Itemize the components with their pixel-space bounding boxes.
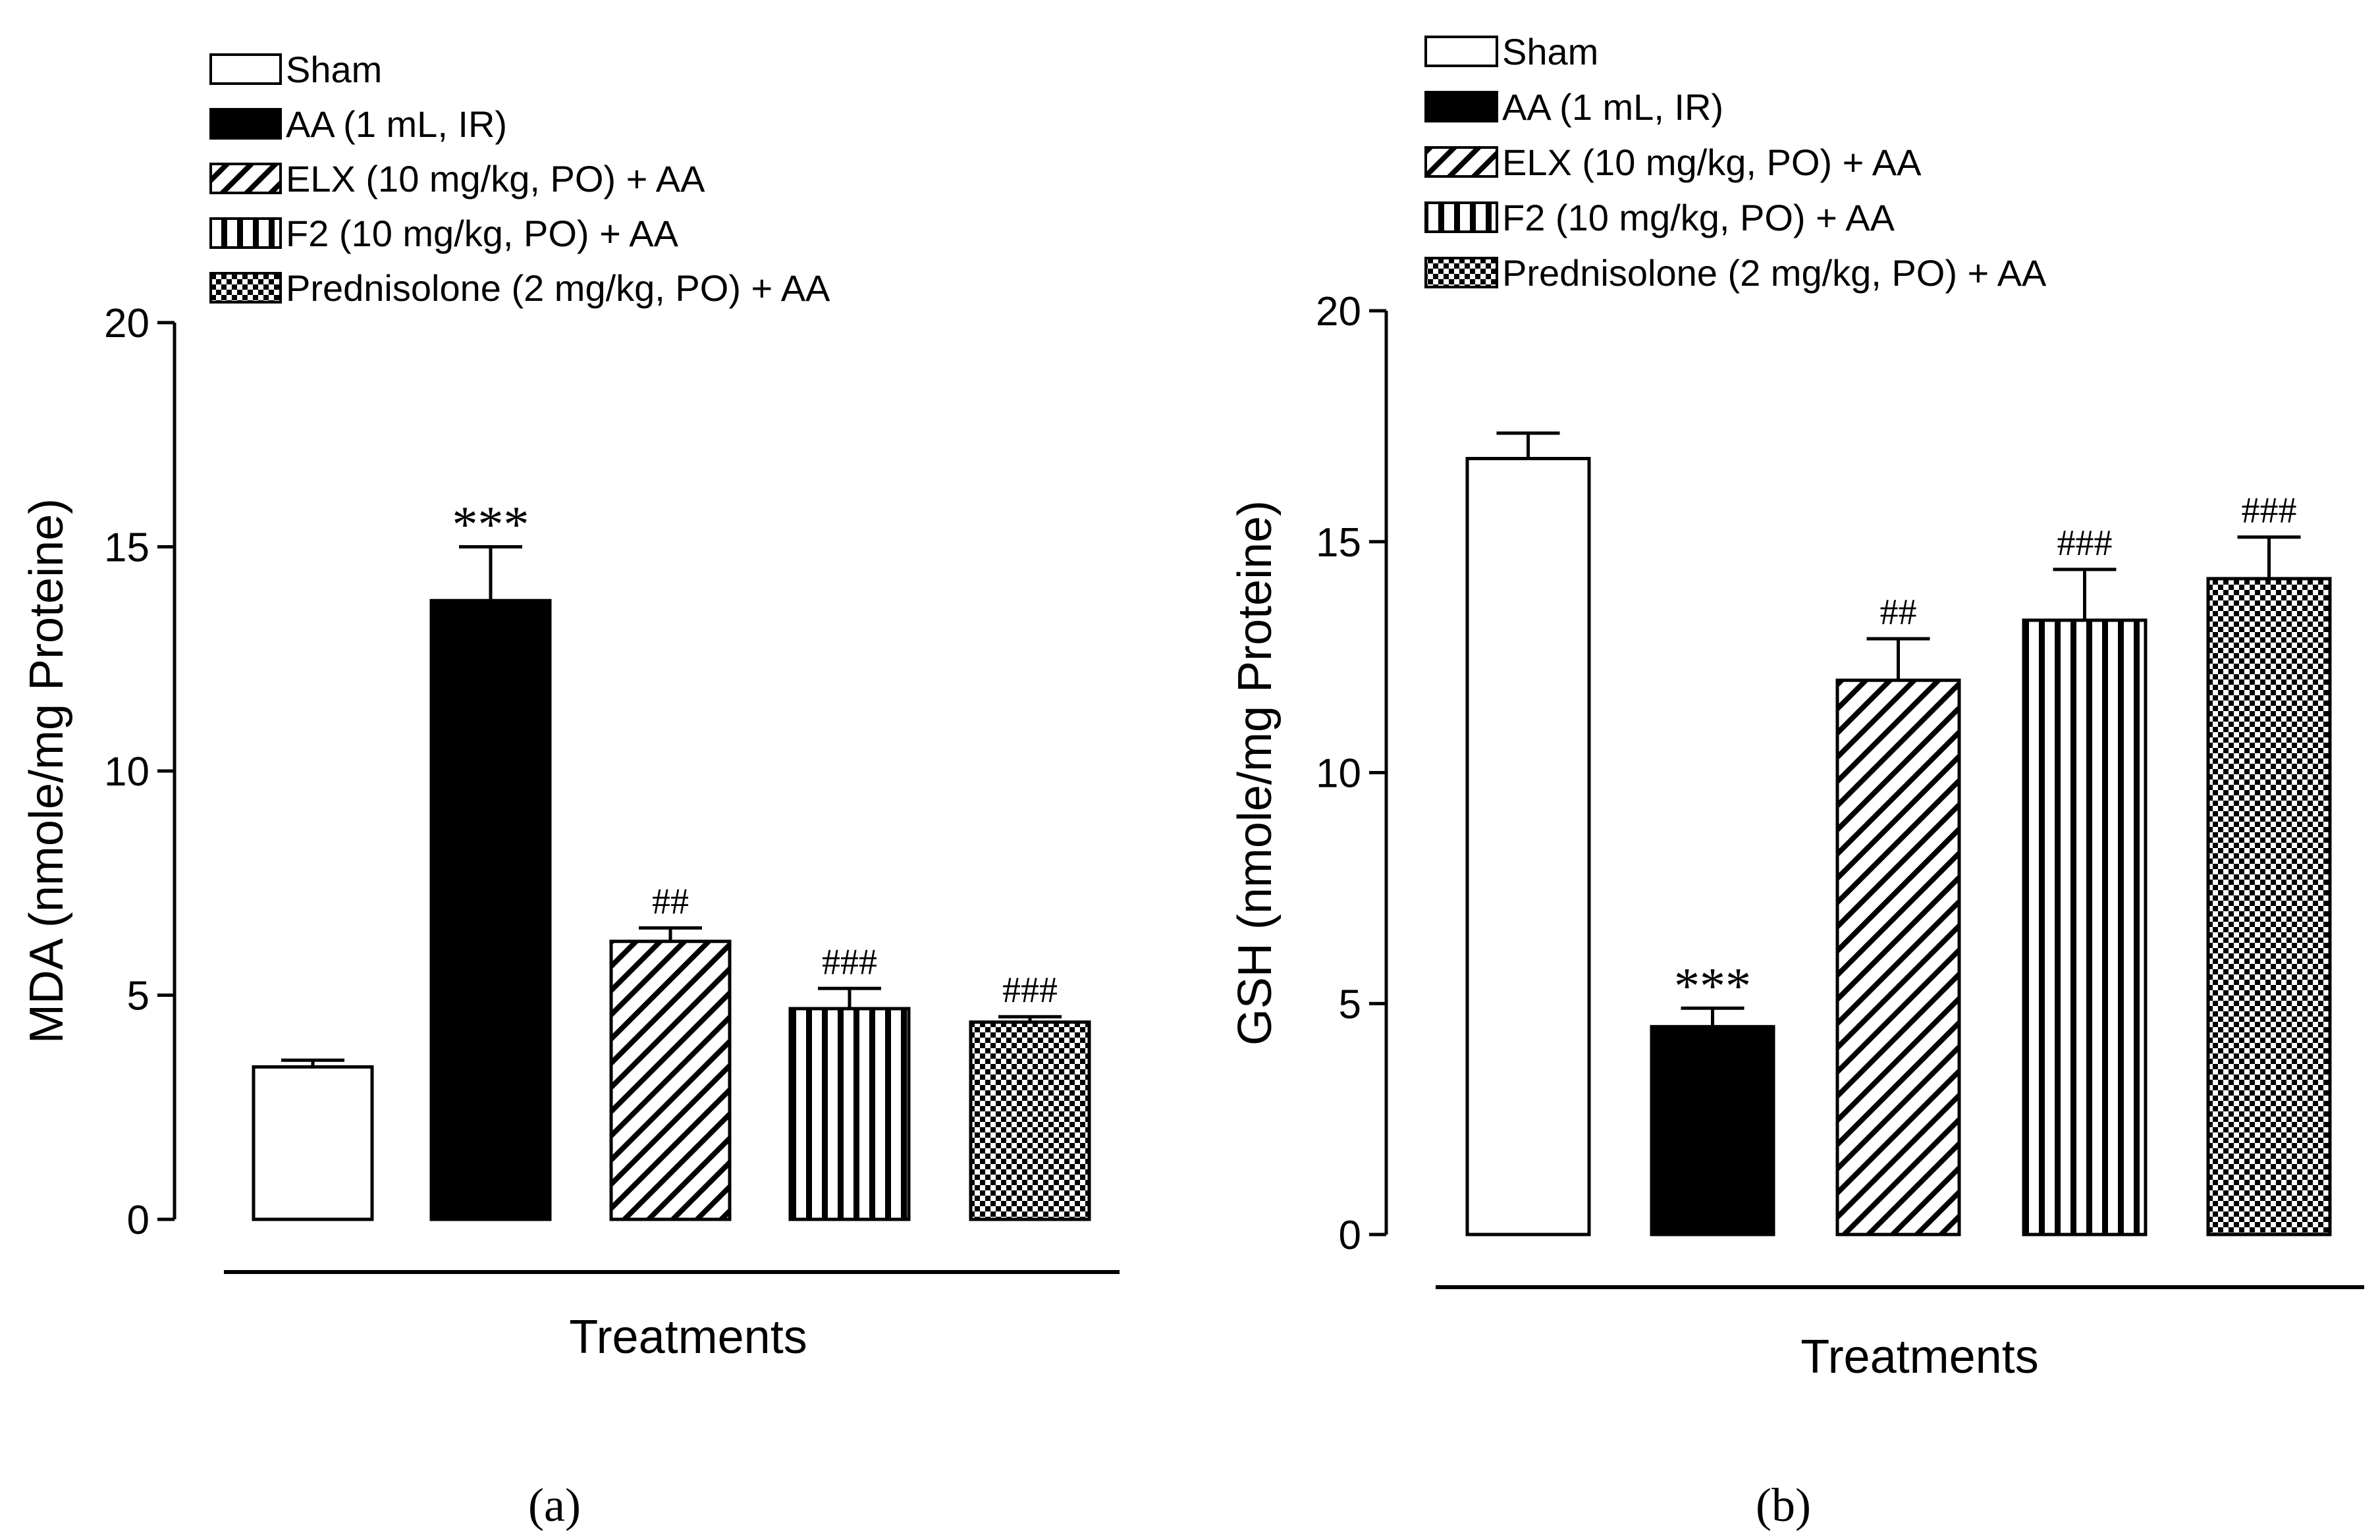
legend-swatch	[1424, 257, 1498, 288]
significance-label: ##	[1880, 592, 1917, 633]
legend-swatch	[1424, 91, 1498, 122]
legend-label: Sham	[286, 49, 382, 90]
legend-label: Prednisolone (2 mg/kg, PO) + AA	[1502, 252, 2047, 294]
panel-label: (a)	[528, 1479, 581, 1531]
legend-label: ELX (10 mg/kg, PO) + AA	[1502, 142, 1922, 183]
legend-panel-a: Sham AA (1 mL, IR) ELX (10 mg/kg, PO) + AA…	[209, 49, 830, 309]
legend-swatch	[1424, 201, 1498, 233]
y-axis-label: GSH (nmole/mg Proteine)	[1229, 500, 1282, 1046]
y-tick-label: 5	[127, 974, 149, 1019]
panel-label: (b)	[1756, 1479, 1811, 1531]
significance-label: ###	[822, 942, 877, 982]
y-tick-label: 20	[104, 301, 149, 346]
legend-swatch	[209, 53, 282, 85]
legend-label: AA (1 mL, IR)	[1502, 86, 1723, 128]
significance-label: ###	[2057, 523, 2113, 564]
legend-label: AA (1 mL, IR)	[286, 103, 507, 145]
bar	[1465, 456, 1591, 1236]
significance-label: ***	[1674, 957, 1751, 1014]
significance-label: ***	[452, 496, 529, 553]
significance-label: ###	[2242, 491, 2297, 531]
y-tick-label: 20	[1316, 289, 1361, 334]
bar	[2022, 618, 2148, 1236]
bar	[969, 1020, 1091, 1221]
bar	[252, 1065, 374, 1221]
bar	[1835, 678, 1961, 1236]
bar	[429, 598, 552, 1221]
bar	[1650, 1024, 1775, 1236]
y-tick-label: 0	[1339, 1213, 1361, 1258]
legend-label: Prednisolone (2 mg/kg, PO) + AA	[286, 267, 830, 309]
legend-label: F2 (10 mg/kg, PO) + AA	[286, 213, 679, 254]
legend-swatch	[209, 217, 282, 249]
legend-swatch	[209, 163, 282, 194]
y-tick-label: 0	[127, 1198, 149, 1243]
legend-swatch	[209, 272, 282, 304]
y-tick-label: 15	[104, 525, 149, 571]
legend-label: F2 (10 mg/kg, PO) + AA	[1502, 197, 1895, 238]
bar	[788, 1007, 911, 1221]
bar	[609, 940, 732, 1221]
legend-swatch	[1424, 36, 1498, 67]
x-axis-label: Treatments	[1800, 1331, 2038, 1383]
y-axis-label: MDA (nmole/mg Proteine)	[20, 498, 73, 1044]
y-tick-label: 15	[1316, 520, 1361, 566]
legend-panel-b: Sham AA (1 mL, IR) ELX (10 mg/kg, PO) + AA…	[1424, 31, 2047, 294]
significance-label: ###	[1002, 970, 1058, 1011]
legend-swatch	[1424, 146, 1498, 178]
bar	[2206, 577, 2332, 1236]
legend-label: Sham	[1502, 31, 1598, 72]
x-axis-label: Treatments	[569, 1311, 807, 1364]
significance-label: ##	[652, 881, 689, 922]
y-tick-label: 5	[1339, 982, 1361, 1027]
legend-label: ELX (10 mg/kg, PO) + AA	[286, 158, 705, 199]
y-tick-label: 10	[104, 749, 149, 795]
legend-swatch	[209, 108, 282, 140]
y-tick-label: 10	[1316, 751, 1361, 797]
